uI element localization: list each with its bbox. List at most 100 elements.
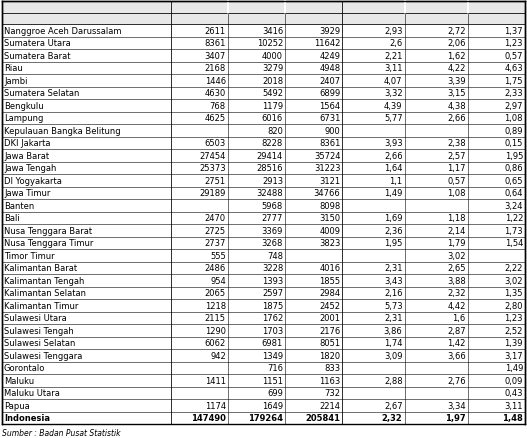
Text: 3416: 3416	[262, 27, 283, 35]
Text: 1980-1990: 1980-1990	[411, 15, 462, 24]
Text: 3228: 3228	[262, 264, 283, 272]
Text: 1,73: 1,73	[504, 226, 523, 235]
Text: 1,49: 1,49	[505, 364, 523, 372]
Text: 3150: 3150	[319, 214, 340, 223]
Text: 0,86: 0,86	[504, 164, 523, 173]
Text: 833: 833	[324, 364, 340, 372]
Text: 2751: 2751	[204, 177, 226, 185]
Text: 4625: 4625	[204, 114, 226, 123]
Text: Lampung: Lampung	[4, 114, 43, 123]
Text: 2115: 2115	[205, 314, 226, 322]
Text: 3929: 3929	[319, 27, 340, 35]
Text: Sulawesi Selatan: Sulawesi Selatan	[4, 339, 75, 347]
Text: 1,49: 1,49	[384, 189, 403, 198]
Text: Kalimantan Barat: Kalimantan Barat	[4, 264, 77, 272]
Text: 1703: 1703	[262, 326, 283, 335]
Text: 1,75: 1,75	[504, 77, 523, 85]
Text: 1,54: 1,54	[505, 239, 523, 247]
Text: 0,15: 0,15	[505, 139, 523, 148]
Text: 8361: 8361	[319, 139, 340, 148]
Text: Jawa Barat: Jawa Barat	[4, 152, 49, 160]
Text: 2,52: 2,52	[505, 326, 523, 335]
Text: 2001: 2001	[319, 314, 340, 322]
Text: 0,09: 0,09	[505, 376, 523, 385]
Text: Indonesia: Indonesia	[4, 413, 50, 422]
Text: 2,66: 2,66	[384, 152, 403, 160]
Text: 2,57: 2,57	[447, 152, 466, 160]
Text: 1649: 1649	[262, 401, 283, 410]
Text: Sumatera Barat: Sumatera Barat	[4, 52, 71, 60]
Text: 3823: 3823	[319, 239, 340, 247]
Text: Timor Timur: Timor Timur	[4, 251, 55, 260]
Text: 2168: 2168	[204, 64, 226, 73]
Text: 3,09: 3,09	[384, 351, 403, 360]
Text: 0,89: 0,89	[504, 127, 523, 135]
Text: 1564: 1564	[319, 102, 340, 110]
Text: 0,57: 0,57	[504, 52, 523, 60]
Text: 1,95: 1,95	[505, 152, 523, 160]
Text: Jawa Tengah: Jawa Tengah	[4, 164, 56, 173]
Text: 2,14: 2,14	[447, 226, 466, 235]
Text: 768: 768	[210, 102, 226, 110]
Text: 2,76: 2,76	[447, 376, 466, 385]
Text: 1,79: 1,79	[447, 239, 466, 247]
Text: 4,42: 4,42	[447, 301, 466, 310]
Text: 11642: 11642	[314, 39, 340, 48]
Text: Nusa Tenggara Timur: Nusa Tenggara Timur	[4, 239, 93, 247]
Text: 555: 555	[210, 251, 226, 260]
Text: 2470: 2470	[204, 214, 226, 223]
Text: 3279: 3279	[262, 64, 283, 73]
Text: 1,74: 1,74	[384, 339, 403, 347]
Text: 4249: 4249	[319, 52, 340, 60]
Text: 1393: 1393	[262, 276, 283, 285]
Text: 1855: 1855	[319, 276, 340, 285]
Text: 2,67: 2,67	[384, 401, 403, 410]
Text: 1290: 1290	[205, 326, 226, 335]
Text: 2,36: 2,36	[384, 226, 403, 235]
Text: 954: 954	[210, 276, 226, 285]
Text: Sumber : Badan Pusat Statistik: Sumber : Badan Pusat Statistik	[2, 428, 121, 437]
Text: 10252: 10252	[257, 39, 283, 48]
Text: 1,62: 1,62	[447, 52, 466, 60]
Text: 4,38: 4,38	[447, 102, 466, 110]
Text: 3369: 3369	[262, 226, 283, 235]
Text: Sumatera Selatan: Sumatera Selatan	[4, 89, 80, 98]
Text: 2777: 2777	[262, 214, 283, 223]
Text: 2725: 2725	[204, 226, 226, 235]
Text: 147490: 147490	[191, 413, 226, 422]
Text: Nusa Tenggara Barat: Nusa Tenggara Barat	[4, 226, 92, 235]
Text: 3,02: 3,02	[447, 251, 466, 260]
Text: 716: 716	[267, 364, 283, 372]
Text: Riau: Riau	[4, 64, 23, 73]
Text: Sulawesi Tengah: Sulawesi Tengah	[4, 326, 74, 335]
Text: Banten: Banten	[4, 201, 34, 210]
Text: 32488: 32488	[257, 189, 283, 198]
Text: Kalimantan Tengah: Kalimantan Tengah	[4, 276, 84, 285]
Text: 1762: 1762	[262, 314, 283, 322]
Text: 4016: 4016	[319, 264, 340, 272]
Text: 1151: 1151	[262, 376, 283, 385]
Text: 4000: 4000	[262, 52, 283, 60]
Text: 1,69: 1,69	[384, 214, 403, 223]
Text: Kalimantan Selatan: Kalimantan Selatan	[4, 289, 86, 297]
Text: 2486: 2486	[204, 264, 226, 272]
Text: 2611: 2611	[204, 27, 226, 35]
Text: 3,86: 3,86	[384, 326, 403, 335]
Text: 2,32: 2,32	[447, 289, 466, 297]
Text: 3,34: 3,34	[447, 401, 466, 410]
Text: 2597: 2597	[262, 289, 283, 297]
Text: 1,39: 1,39	[504, 339, 523, 347]
Text: 1,22: 1,22	[505, 214, 523, 223]
Text: 3,43: 3,43	[384, 276, 403, 285]
Text: 1,18: 1,18	[447, 214, 466, 223]
Text: 3,32: 3,32	[384, 89, 403, 98]
Text: 0,65: 0,65	[504, 177, 523, 185]
Text: 3,02: 3,02	[504, 276, 523, 285]
Text: 3,11: 3,11	[504, 401, 523, 410]
Text: 2,97: 2,97	[504, 102, 523, 110]
Text: 1,37: 1,37	[504, 27, 523, 35]
Text: 1,48: 1,48	[502, 413, 523, 422]
Text: 4,39: 4,39	[384, 102, 403, 110]
Text: 5,73: 5,73	[384, 301, 403, 310]
Text: 29189: 29189	[200, 189, 226, 198]
